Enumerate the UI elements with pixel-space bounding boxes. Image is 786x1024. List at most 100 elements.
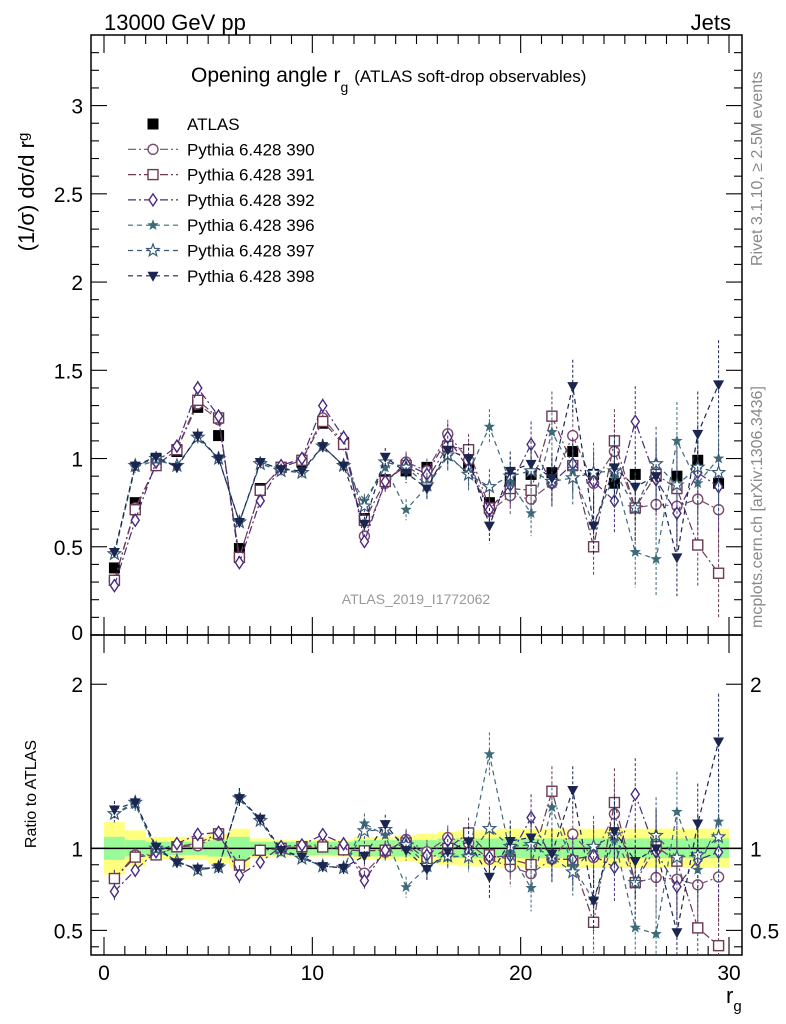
series-line-p396 bbox=[113, 425, 720, 560]
series-line-p397 bbox=[113, 436, 719, 554]
ratio-point-p398 bbox=[275, 846, 287, 857]
data-point-p398 bbox=[463, 454, 475, 465]
ratio-point-p398 bbox=[567, 785, 579, 796]
data-point-p392 bbox=[359, 534, 370, 549]
ratio-point-p396 bbox=[546, 801, 558, 813]
legend-marker-p392 bbox=[148, 192, 158, 208]
data-point-p397 bbox=[356, 497, 373, 513]
data-point-p396 bbox=[400, 503, 412, 515]
ratio-line-p398 bbox=[114, 741, 720, 933]
ratio-point-p398 bbox=[108, 805, 120, 816]
data-point-p398 bbox=[650, 472, 662, 483]
ratio-point-p398 bbox=[296, 852, 308, 863]
data-point-p392 bbox=[630, 414, 641, 429]
legend-marker-p398 bbox=[147, 271, 159, 282]
data-point-p398 bbox=[588, 521, 600, 532]
data-point-p396 bbox=[525, 507, 537, 519]
x-axis-label: rg bbox=[726, 983, 742, 1015]
data-point-p392 bbox=[234, 555, 245, 570]
ratio-point-p396 bbox=[483, 748, 496, 760]
data-point-p398 bbox=[629, 482, 641, 493]
data-point-p398 bbox=[525, 459, 537, 470]
y-axis-label: (1/σ) dσ/d rg bbox=[14, 133, 39, 252]
top-y-axis: 0.5 1 1.5 2 2.5 3 0 bbox=[54, 52, 742, 645]
legend-marker-p391 bbox=[147, 168, 159, 181]
ratio-point-p396 bbox=[629, 921, 641, 933]
ratio-point-p398 bbox=[254, 814, 266, 825]
data-point-p398 bbox=[358, 519, 370, 530]
ratio-point-p398 bbox=[546, 849, 558, 860]
ratio-point-p398 bbox=[192, 864, 204, 875]
ratio-point-p398 bbox=[400, 846, 412, 857]
data-point-p398 bbox=[608, 463, 620, 474]
ratio-point-p392 bbox=[192, 827, 203, 842]
y-tick-label: 0 bbox=[71, 622, 83, 645]
series-line-p398 bbox=[113, 384, 720, 558]
ratio-y-axis: 0.5 0.5 1 1 2 2 bbox=[54, 674, 779, 948]
ratio-point-p397 bbox=[481, 820, 498, 836]
data-point-p398 bbox=[129, 461, 141, 472]
data-point-p398 bbox=[504, 466, 516, 477]
x-tick-label: 0 bbox=[98, 962, 110, 985]
ratio-y-tick-label: 1 bbox=[71, 838, 83, 861]
legend-label-p398: Pythia 6.428 398 bbox=[187, 267, 315, 286]
legend-label-p397: Pythia 6.428 397 bbox=[187, 242, 315, 261]
ratio-point-p397 bbox=[564, 863, 581, 879]
ratio-point-p398 bbox=[671, 928, 683, 939]
ratio-panel-frame bbox=[90, 634, 743, 956]
data-point-p392 bbox=[317, 398, 328, 413]
ratio-point-p392 bbox=[317, 827, 328, 842]
ratio-point-p397 bbox=[356, 822, 373, 838]
ratio-point-p398 bbox=[525, 833, 537, 844]
ratio-y-tick-label: 2 bbox=[71, 674, 83, 697]
ratio-point-p391 bbox=[546, 785, 558, 797]
data-point-p398 bbox=[692, 429, 704, 440]
ratio-point-p392 bbox=[234, 867, 245, 883]
data-point-p397 bbox=[481, 478, 498, 494]
ratio-point-p396 bbox=[400, 881, 412, 893]
ratio-point-p392 bbox=[255, 854, 266, 870]
header-left: 13000 GeV pp bbox=[104, 10, 246, 35]
y-tick-label: 0.5 bbox=[54, 537, 83, 560]
legend-marker-p390 bbox=[147, 143, 159, 156]
ratio-point-p397 bbox=[710, 828, 727, 844]
data-point-p396 bbox=[379, 461, 391, 473]
ratio-point-p392 bbox=[172, 836, 182, 851]
y-tick-label: 2.5 bbox=[54, 184, 83, 207]
ratio-point-p392 bbox=[380, 842, 391, 858]
data-point-p398 bbox=[108, 548, 120, 559]
x-tick-label: 10 bbox=[301, 962, 324, 985]
ratio-point-p398 bbox=[213, 863, 225, 874]
ratio-point-p391 bbox=[317, 841, 329, 853]
legend-label-data: ATLAS bbox=[187, 115, 240, 134]
data-point-p398 bbox=[233, 518, 245, 529]
ratio-point-p398 bbox=[129, 798, 141, 809]
data-point-p398 bbox=[421, 484, 433, 495]
data-point-p398 bbox=[150, 452, 162, 463]
ratio-point-p398 bbox=[608, 827, 620, 838]
data-point-p396 bbox=[650, 553, 662, 564]
mcplots-side-label: mcplots.cern.ch [arXiv:1306.3436] bbox=[749, 386, 766, 628]
data-point-p398 bbox=[379, 452, 391, 463]
data-point-p398 bbox=[400, 468, 412, 479]
ratio-panel: 0.5 0.5 1 1 2 2 0 10 20 30 Ratio to ATLAS rg bbox=[23, 634, 779, 1015]
data-point-p398 bbox=[254, 458, 266, 469]
ratio-point-p391 bbox=[712, 939, 725, 952]
data-point-p396 bbox=[671, 434, 683, 446]
data-point-p398 bbox=[275, 465, 287, 476]
series-line-p391 bbox=[113, 399, 720, 581]
data-point-p398 bbox=[713, 380, 725, 391]
y-tick-label: 2 bbox=[71, 272, 83, 295]
data-point-p397 bbox=[669, 476, 685, 492]
ratio-y-axis-label: Ratio to ATLAS bbox=[23, 740, 40, 848]
data-point-p392 bbox=[255, 493, 266, 509]
data-point-p398 bbox=[171, 463, 183, 474]
data-point-p396 bbox=[483, 420, 496, 432]
data-point-p392 bbox=[130, 513, 141, 528]
data-point-p398 bbox=[213, 454, 225, 465]
x-axis: 0 10 20 30 bbox=[98, 635, 741, 985]
ratio-point-p392 bbox=[338, 836, 349, 852]
ratio-point-p397 bbox=[585, 838, 602, 854]
data-point-p398 bbox=[546, 473, 558, 484]
